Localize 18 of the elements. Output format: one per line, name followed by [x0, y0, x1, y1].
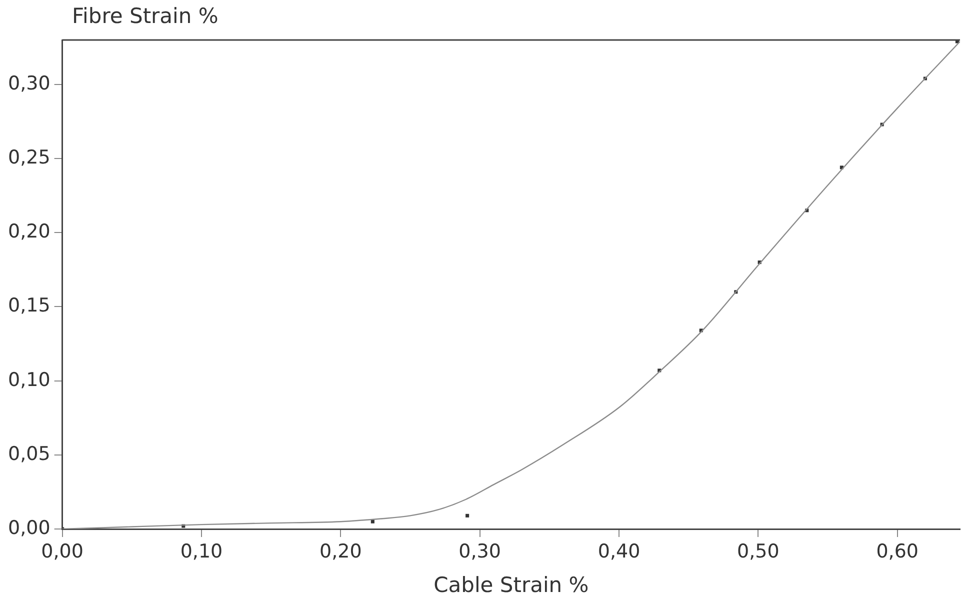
y-tick-label: 0,15	[8, 294, 50, 317]
y-tick-label: 0,20	[8, 220, 50, 243]
x-tick-label: 0,20	[320, 540, 362, 562]
y-tick-label: 0,10	[8, 368, 50, 391]
y-tick-label: 0,05	[8, 442, 50, 465]
x-axis-title: Cable Strain %	[434, 572, 589, 597]
point	[370, 520, 374, 524]
y-tick-label: 0,00	[8, 516, 50, 539]
x-tick-label: 0,50	[737, 540, 780, 562]
y-tick-label: 0,25	[8, 146, 50, 168]
x-tick-label: 0,00	[41, 540, 84, 562]
y-axis-title: Fibre Strain %	[72, 4, 218, 28]
x-tick-label: 0,10	[180, 540, 223, 562]
point	[466, 514, 470, 518]
x-tick-label: 0,60	[876, 540, 919, 562]
x-tick-label: 0,40	[598, 540, 640, 562]
x-tick-label: 0,30	[458, 540, 501, 562]
y-tick-label: 0,30	[8, 72, 50, 94]
